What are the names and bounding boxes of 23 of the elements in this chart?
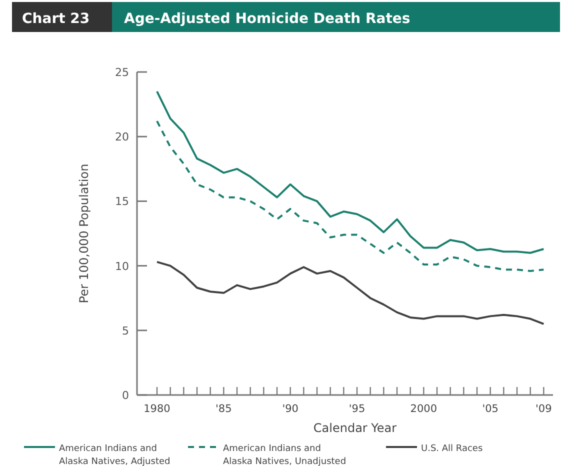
line-series	[156, 90, 545, 254]
x-tick-label: '95	[348, 403, 366, 415]
x-tick-label: '05	[482, 403, 498, 415]
y-tick-label: 5	[122, 324, 129, 338]
y-tick-label: 10	[115, 260, 129, 273]
x-axis-title: Calendar Year	[313, 421, 397, 435]
y-tick-label: 25	[115, 66, 129, 79]
y-axis-title: Per 100,000 Population	[77, 164, 91, 304]
line-series	[156, 120, 545, 272]
chart-title: Age-Adjusted Homicide Death Rates	[124, 11, 410, 27]
x-tick-label: '85	[216, 403, 232, 415]
legend-label: U.S. All Races	[421, 444, 483, 454]
legend-label: American Indians and Alaska Natives, Unadjusted	[223, 444, 346, 466]
line-series	[156, 260, 545, 325]
x-tick-label: '09	[536, 403, 552, 415]
x-tick-label: 2000	[410, 403, 438, 415]
caption: Chart 23	[22, 11, 90, 27]
x-tick-label: 1980	[144, 403, 170, 415]
y-tick-label: 0	[122, 389, 129, 402]
x-tick-label: '90	[282, 403, 298, 415]
y-tick-label: 15	[115, 195, 129, 208]
legend-label: American Indians and Alaska Natives, Adjusted	[59, 444, 170, 466]
y-tick-label: 20	[115, 130, 129, 144]
